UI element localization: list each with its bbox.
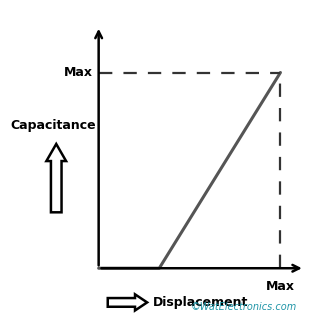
FancyArrow shape <box>46 144 66 212</box>
Text: Displacement: Displacement <box>153 296 249 309</box>
Text: Max: Max <box>266 280 295 293</box>
FancyArrow shape <box>108 294 147 310</box>
Text: ©WatElectronics.com: ©WatElectronics.com <box>191 302 297 312</box>
Text: Capacitance: Capacitance <box>10 119 96 131</box>
Text: Max: Max <box>64 66 93 79</box>
